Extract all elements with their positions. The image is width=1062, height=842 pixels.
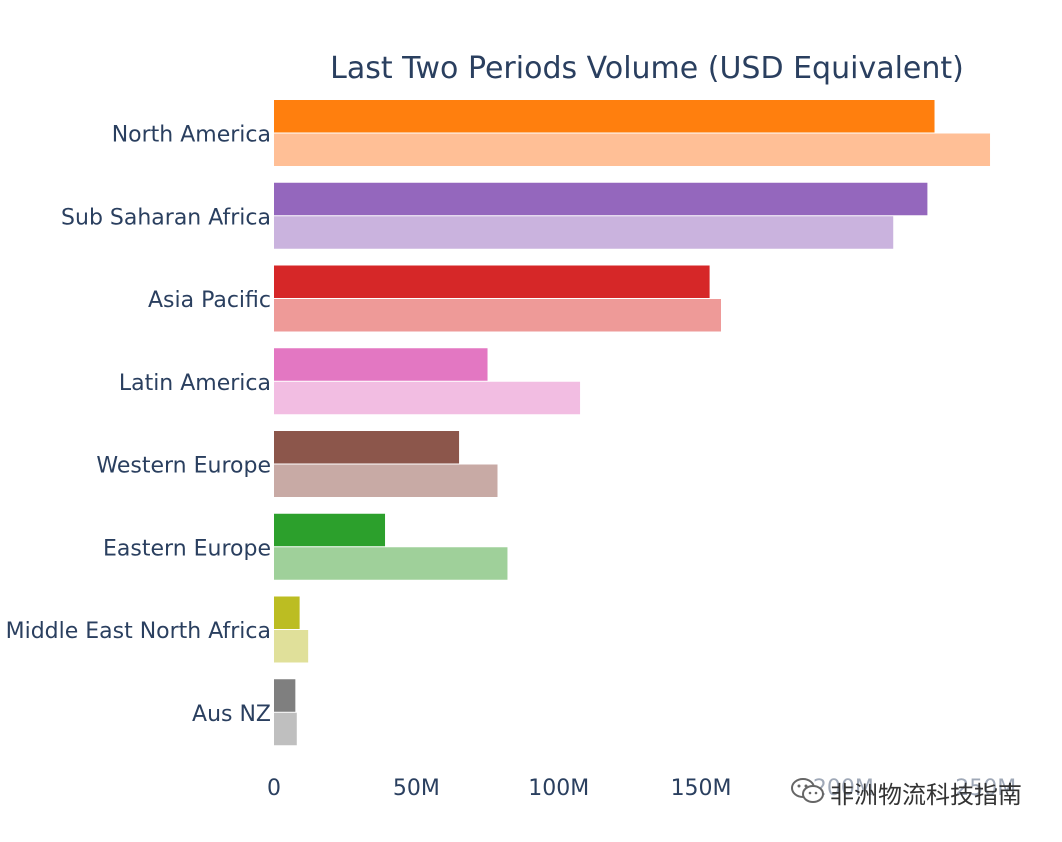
wechat-icon <box>790 776 826 810</box>
bar-sub-saharan-africa-series-2 <box>274 216 894 249</box>
category-label: Western Europe <box>96 454 271 479</box>
bar-north-america-series-1 <box>274 100 935 133</box>
bar-sub-saharan-africa-series-1 <box>274 182 928 216</box>
chart-title: Last Two Periods Volume (USD Equivalent) <box>330 51 964 86</box>
x-tick-label: 0 <box>267 776 281 801</box>
category-label: Eastern Europe <box>103 536 271 561</box>
bar-north-america-series-2 <box>274 133 991 166</box>
bar-aus-nz-series-1 <box>274 679 296 712</box>
bar-asia-pacific-series-2 <box>274 299 721 332</box>
bar-aus-nz-series-2 <box>274 712 297 746</box>
bar-latin-america-series-2 <box>274 381 581 415</box>
bar-western-europe-series-1 <box>274 431 460 464</box>
x-tick-label: 150M <box>671 776 732 801</box>
category-labels: North America Sub Saharan Africa Asia Paci… <box>6 123 271 727</box>
bar-middle-east-north-africa-series-2 <box>274 630 309 663</box>
bar-eastern-europe-series-1 <box>274 513 386 547</box>
bar-eastern-europe-series-2 <box>274 547 508 580</box>
watermark-text: 非洲物流科技指南 <box>830 781 1022 809</box>
category-label: Asia Pacific <box>148 288 271 313</box>
bar-western-europe-series-2 <box>274 464 498 497</box>
category-label: North America <box>112 123 271 148</box>
category-label: Sub Saharan Africa <box>61 205 271 230</box>
x-tick-label: 50M <box>393 776 440 801</box>
watermark: 非洲物流科技指南 <box>784 773 1028 812</box>
bar-middle-east-north-africa-series-1 <box>274 596 300 629</box>
category-label: Aus NZ <box>192 702 271 727</box>
bars-group <box>274 100 991 746</box>
category-label: Middle East North Africa <box>6 619 271 644</box>
x-tick-label: 100M <box>528 776 589 801</box>
bar-latin-america-series-1 <box>274 348 488 381</box>
category-label: Latin America <box>119 371 271 396</box>
bar-asia-pacific-series-1 <box>274 265 710 298</box>
